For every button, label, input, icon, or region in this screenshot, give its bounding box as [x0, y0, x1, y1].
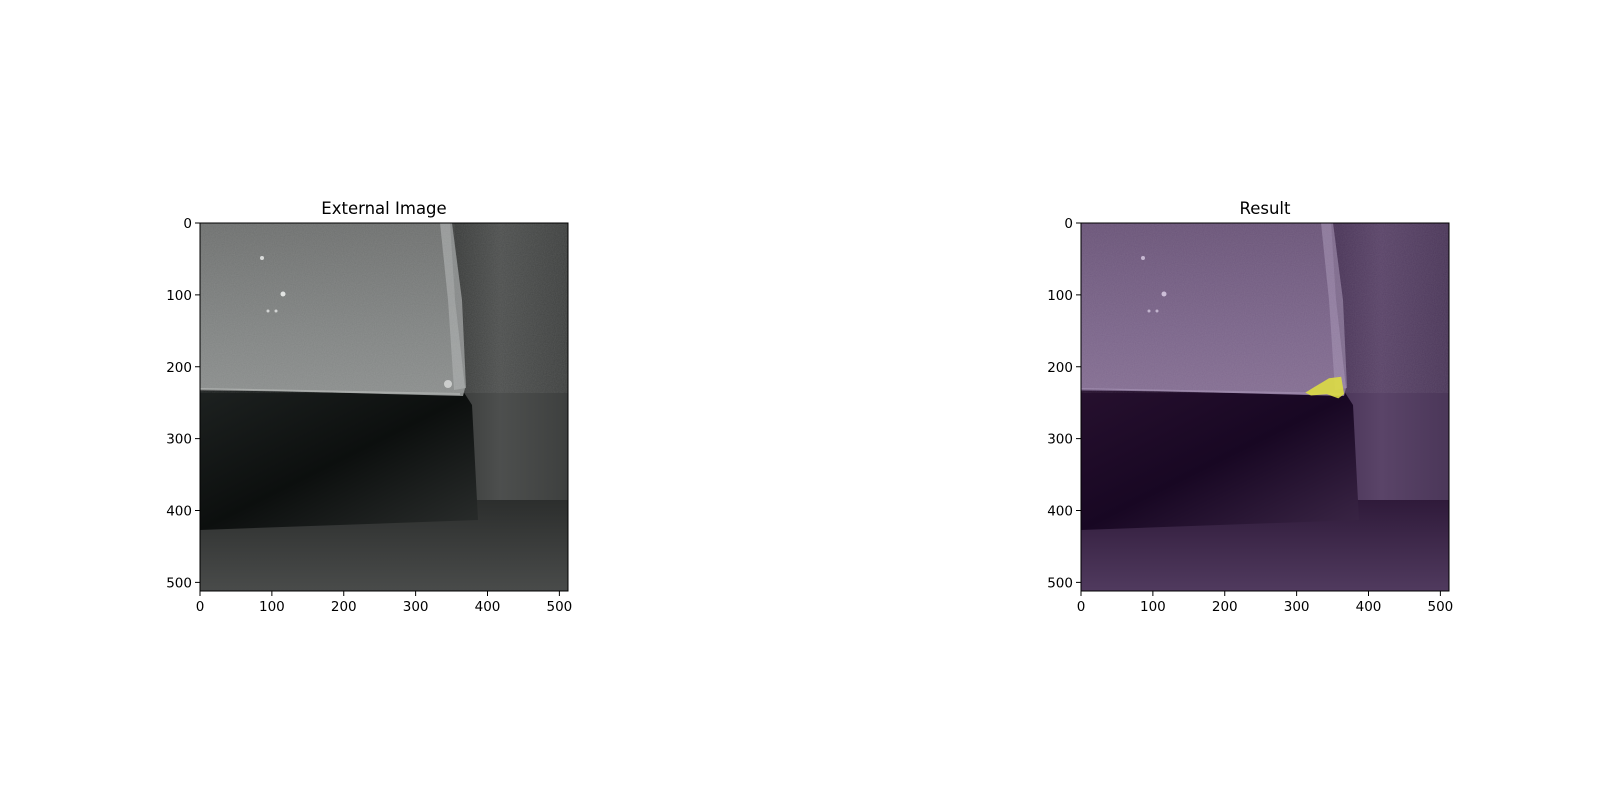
external-image-x-tick-label: 400 — [475, 599, 501, 615]
defect-highlight-region — [1305, 376, 1345, 399]
result-image-x-tick-label: 0 — [1077, 599, 1086, 615]
external-image-y-tick-label: 200 — [166, 360, 192, 376]
external-image-y-tick-label: 0 — [183, 216, 192, 232]
external-image-x-tick-label: 500 — [546, 599, 572, 615]
result-image-x-tick-label: 100 — [1140, 599, 1166, 615]
result-image-y-tick-label: 400 — [1047, 504, 1073, 520]
external-image-y-tick-label: 100 — [166, 288, 192, 304]
external-image-frame — [199, 222, 569, 592]
external-image-x-tick-label: 100 — [259, 599, 285, 615]
external-image-photo — [200, 223, 568, 591]
external-image-y-tick-label: 400 — [166, 504, 192, 520]
result-image-x-tick-label: 300 — [1284, 599, 1310, 615]
result-image-y-tick-label: 0 — [1064, 216, 1073, 232]
external-image-y-tick-label: 300 — [166, 432, 192, 448]
panel-title-external-image: External Image — [321, 199, 446, 218]
result-image-x-tick-label: 400 — [1356, 599, 1382, 615]
result-image-y-tick-label: 200 — [1047, 360, 1073, 376]
external-image-x-tick-label: 0 — [196, 599, 205, 615]
external-image-y-tick-label: 500 — [166, 575, 192, 591]
external-image-x-tick-label: 200 — [331, 599, 357, 615]
result-image-x-tick-label: 500 — [1427, 599, 1453, 615]
result-image-frame — [1080, 222, 1450, 592]
panel-title-result: Result — [1240, 199, 1292, 218]
result-image-y-tick-label: 300 — [1047, 432, 1073, 448]
result-image-x-tick-label: 200 — [1212, 599, 1238, 615]
result-image-photo — [1081, 223, 1449, 591]
result-image-y-tick-label: 100 — [1047, 288, 1073, 304]
external-image-x-tick-label: 300 — [403, 599, 429, 615]
result-image-y-tick-label: 500 — [1047, 575, 1073, 591]
